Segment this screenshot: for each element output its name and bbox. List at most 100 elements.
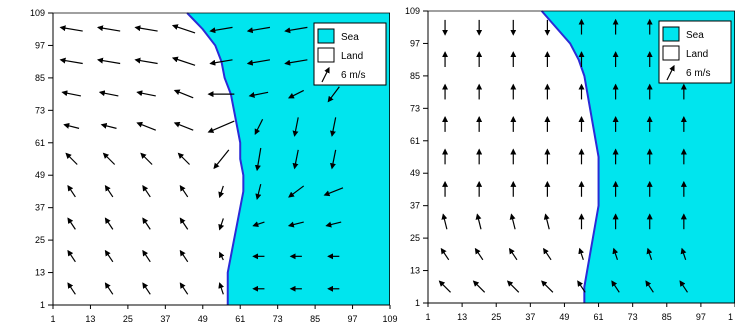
x-tick-label: 61: [235, 314, 245, 324]
wind-vector: [136, 121, 157, 131]
y-tick-label: 49: [410, 168, 420, 178]
x-tick-label: 109: [382, 314, 397, 324]
wind-vector: [475, 213, 482, 230]
wind-vector: [252, 221, 265, 228]
wind-vector: [173, 89, 194, 99]
wind-vector: [65, 152, 78, 165]
wind-vector: [438, 280, 451, 293]
y-tick-label: 73: [410, 103, 420, 113]
wind-vector: [219, 251, 225, 261]
wind-vector: [679, 280, 688, 293]
wind-vector: [246, 26, 271, 34]
wind-vector: [59, 57, 83, 65]
wind-vector: [292, 117, 299, 137]
wind-vector: [218, 185, 225, 199]
right-panel: 1 13 25 37 49 61 73 85 97 109 1 13 25 37 49 61 73 85 97 1 Se…: [405, 6, 735, 322]
wind-vector: [612, 247, 619, 261]
x-tick-label: 37: [160, 314, 170, 324]
legend: Sea Land 6 m/s: [313, 22, 387, 86]
y-tick-label: 13: [35, 268, 45, 278]
wind-vector: [284, 26, 308, 34]
wind-vector: [543, 247, 552, 261]
x-tick-label: 85: [662, 312, 672, 322]
y-tick-label: 61: [410, 136, 420, 146]
wind-vector: [218, 282, 225, 295]
wind-vector: [509, 213, 516, 230]
y-tick-label: 109: [405, 6, 420, 16]
wind-vector: [288, 185, 305, 198]
wind-vector: [61, 90, 82, 97]
wind-vector: [329, 117, 337, 137]
wind-vector: [323, 187, 344, 197]
x-tick-label: 61: [594, 312, 604, 322]
wind-vector: [213, 149, 230, 170]
y-tick-label: 73: [35, 105, 45, 115]
wind-vector: [325, 221, 342, 228]
wind-vector: [254, 147, 262, 172]
wind-vector: [104, 249, 114, 263]
wind-vector: [327, 86, 340, 103]
legend-arrow-symbol: [666, 64, 675, 81]
wind-vector: [96, 25, 121, 32]
wind-vector: [140, 152, 153, 165]
x-tick-label: 73: [628, 312, 638, 322]
wind-vector: [98, 90, 119, 97]
wind-vector: [134, 25, 158, 32]
x-tick-label: 1: [728, 312, 733, 322]
wind-vector: [474, 247, 484, 261]
y-tick-label: 85: [410, 71, 420, 81]
land-swatch: [317, 47, 335, 63]
legend: Sea Land 6 m/s: [658, 20, 732, 84]
wind-vector: [179, 184, 189, 198]
wind-vector: [104, 184, 114, 198]
wind-vector: [102, 152, 116, 165]
wind-vector: [177, 152, 190, 165]
y-tick-label: 37: [35, 203, 45, 213]
wind-vector: [67, 282, 76, 295]
wind-vector: [292, 149, 299, 170]
sea-area: [187, 13, 390, 305]
wind-vector: [441, 213, 448, 230]
sea-swatch: [662, 26, 680, 42]
wind-vector: [136, 90, 156, 97]
left-panel: 1 13 25 37 49 61 73 85 97 109 1 13 25 37 49 61 73 85 97 109…: [30, 8, 398, 324]
wind-vector: [63, 122, 80, 129]
wind-vector: [67, 249, 76, 263]
coastline: [540, 10, 600, 303]
x-tick-label: 97: [348, 314, 358, 324]
sea-swatch: [317, 28, 335, 44]
x-tick-label: 25: [491, 312, 501, 322]
wind-vector: [96, 57, 121, 65]
wind-vector: [440, 247, 450, 261]
wind-vector: [472, 280, 486, 293]
x-tick-label: 1: [50, 314, 55, 324]
wind-vector: [100, 122, 117, 129]
x-tick-label: 13: [457, 312, 467, 322]
wind-vector: [646, 247, 653, 261]
y-tick-label: 25: [35, 235, 45, 245]
y-tick-label: 97: [35, 40, 45, 50]
y-tick-label: 109: [30, 8, 45, 18]
x-tick-label: 85: [310, 314, 320, 324]
wind-vector: [142, 282, 151, 295]
wind-vector: [179, 249, 189, 263]
wind-vector: [284, 59, 308, 66]
x-tick-label: 49: [559, 312, 569, 322]
wind-vector: [287, 221, 304, 228]
wind-vector: [577, 280, 586, 293]
wind-vector: [142, 217, 151, 230]
wind-vector: [171, 24, 196, 34]
legend-label: Sea: [341, 32, 359, 43]
wind-vector: [287, 89, 304, 99]
y-tick-label: 49: [35, 170, 45, 180]
legend-label: Land: [686, 49, 708, 60]
wind-vector: [67, 184, 76, 198]
wind-vector: [134, 57, 158, 65]
wind-vector: [611, 280, 620, 293]
wind-vector: [142, 184, 151, 198]
wind-vector: [680, 247, 687, 261]
wind-vector: [248, 91, 269, 98]
y-tick-label: 61: [35, 138, 45, 148]
wind-vector: [329, 149, 337, 170]
wind-vector: [179, 217, 189, 230]
